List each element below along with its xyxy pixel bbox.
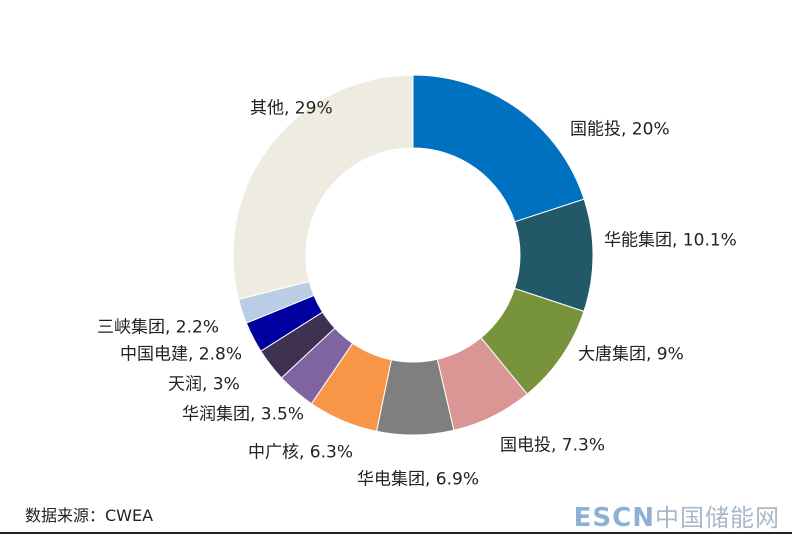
data-label-9: 三峡集团, 2.2% — [97, 317, 219, 338]
divider — [0, 532, 792, 534]
data-label-10: 其他, 29% — [250, 98, 333, 119]
data-label-4: 华电集团, 6.9% — [357, 469, 479, 490]
data-label-3: 国电投, 7.3% — [500, 435, 605, 456]
watermark-cn: 中国储能网 — [655, 504, 780, 532]
data-label-7: 天润, 3% — [168, 374, 240, 395]
slice-10 — [232, 74, 414, 301]
watermark-logo: ESCN中国储能网 — [574, 498, 780, 533]
source-note: 数据来源：CWEA — [25, 506, 154, 525]
slice-0 — [412, 74, 585, 223]
watermark-latin: ESCN — [573, 503, 655, 533]
data-label-8: 中国电建, 2.8% — [120, 344, 242, 365]
data-label-1: 华能集团, 10.1% — [604, 230, 737, 251]
data-label-0: 国能投, 20% — [570, 119, 670, 140]
data-label-5: 中广核, 6.3% — [248, 442, 353, 463]
data-label-6: 华润集团, 3.5% — [182, 404, 304, 425]
data-label-2: 大唐集团, 9% — [578, 344, 684, 365]
